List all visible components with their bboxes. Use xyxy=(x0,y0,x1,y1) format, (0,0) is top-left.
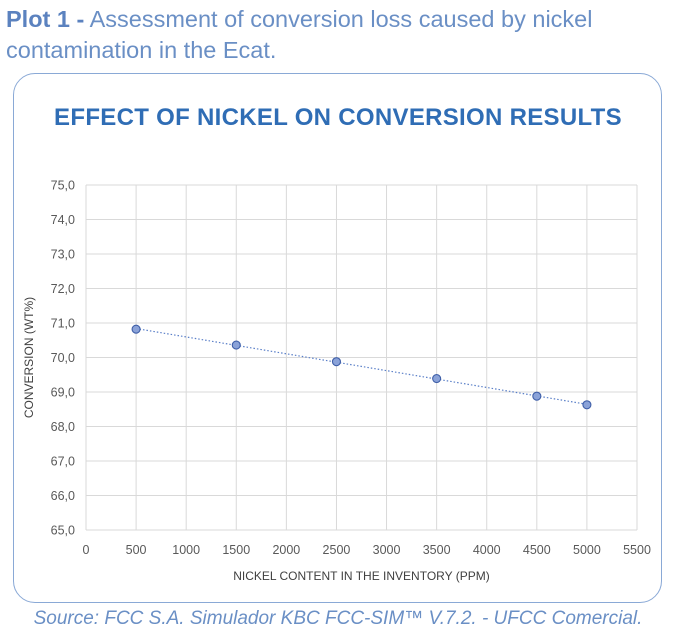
figure-caption: Plot 1 - Assessment of conversion loss c… xyxy=(6,4,670,66)
x-tick-label: 3000 xyxy=(373,543,401,557)
x-tick-label: 3500 xyxy=(423,543,451,557)
x-tick-label: 5500 xyxy=(623,543,651,557)
data-point xyxy=(582,400,592,410)
x-tick-label: 4000 xyxy=(473,543,501,557)
y-tick-label: 68,0 xyxy=(51,420,75,434)
caption-text: Assessment of conversion loss caused by … xyxy=(6,6,593,63)
y-tick-label: 66,0 xyxy=(51,489,75,503)
x-tick-label: 4500 xyxy=(523,543,551,557)
y-tick-label: 72,0 xyxy=(51,282,75,296)
x-axis-title: NICKEL CONTENT IN THE INVENTORY (PPM) xyxy=(233,569,490,583)
y-tick-label: 69,0 xyxy=(51,386,75,400)
x-tick-label: 500 xyxy=(126,543,147,557)
y-tick-label: 71,0 xyxy=(51,317,75,331)
y-tick-label: 67,0 xyxy=(51,455,75,469)
y-tick-label: 65,0 xyxy=(51,524,75,538)
caption-label: Plot 1 - xyxy=(6,6,85,32)
data-point xyxy=(331,357,342,367)
x-tick-label: 2500 xyxy=(323,543,351,557)
data-point xyxy=(532,391,542,401)
x-tick-label: 1500 xyxy=(222,543,250,557)
y-tick-label: 75,0 xyxy=(51,179,75,193)
data-point xyxy=(231,340,241,350)
x-tick-label: 2000 xyxy=(272,543,300,557)
y-axis-title: CONVERSION (WT%) xyxy=(22,297,36,418)
x-tick-label: 5000 xyxy=(573,543,601,557)
trend-line xyxy=(135,327,588,405)
data-point xyxy=(432,373,442,384)
chart-frame xyxy=(13,73,662,603)
y-tick-label: 74,0 xyxy=(51,213,75,227)
y-tick-label: 70,0 xyxy=(51,351,75,365)
x-tick-label: 0 xyxy=(83,543,90,557)
chart-title: EFFECT OF NICKEL ON CONVERSION RESULTS xyxy=(54,104,622,131)
y-tick-label: 73,0 xyxy=(51,248,75,262)
source-note: Source: FCC S.A. Simulador KBC FCC-SIM™ … xyxy=(33,608,643,629)
x-tick-label: 1000 xyxy=(172,543,200,557)
data-point xyxy=(131,324,141,334)
